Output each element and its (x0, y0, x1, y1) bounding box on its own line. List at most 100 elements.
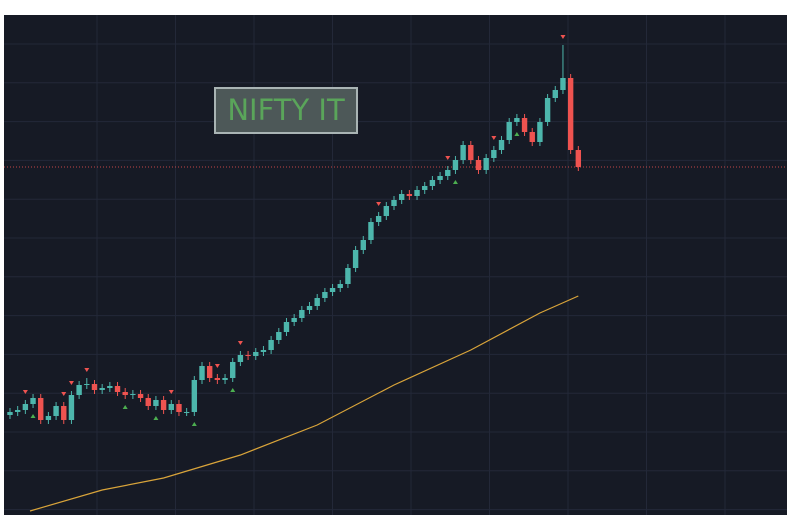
buy-signal (514, 132, 520, 136)
candle-body (414, 190, 420, 196)
candle-body (183, 412, 190, 413)
candle-body (61, 406, 67, 420)
sell-signal (84, 368, 90, 372)
candle-body (168, 404, 174, 410)
sell-signal (491, 136, 497, 140)
candle-body (84, 384, 90, 385)
title-box (214, 87, 358, 134)
candle-body (68, 395, 75, 420)
candle-body (30, 398, 36, 404)
chart-background (4, 15, 787, 515)
candle-body (137, 394, 144, 398)
candle-body (222, 378, 228, 380)
candle-body (468, 145, 474, 160)
candle-body (253, 352, 259, 356)
candle-body (429, 180, 436, 186)
buy-signal (452, 180, 458, 184)
candle-body (237, 355, 244, 362)
candle-body (22, 404, 29, 410)
candle-body (199, 366, 205, 380)
grid (4, 15, 787, 515)
chart-title: NIFTY IT (227, 93, 345, 127)
candle-body (45, 416, 52, 420)
buy-signal (30, 414, 36, 418)
buy-signal (230, 388, 236, 392)
moving-average-line (29, 295, 579, 512)
candle-body (368, 222, 374, 240)
candle-body (406, 194, 413, 196)
candle-body (322, 292, 328, 298)
candle-body (560, 78, 566, 90)
buy-signal (122, 405, 128, 409)
sell-signal (61, 392, 67, 396)
candle-body (345, 268, 351, 284)
candle-body (491, 150, 497, 158)
candle-body (544, 98, 551, 122)
candle-body (14, 410, 21, 412)
candle-body (329, 288, 336, 292)
sell-signal (376, 202, 382, 206)
candle-body (99, 388, 105, 390)
candle-body (153, 400, 159, 406)
candle-body (537, 122, 543, 142)
candle-body (53, 406, 59, 416)
candle-body (452, 160, 459, 170)
candle-body (391, 200, 397, 206)
candle-body (521, 118, 528, 132)
sell-signal (445, 156, 451, 160)
candle-body (375, 216, 382, 222)
candle-body (130, 394, 136, 395)
candle-body (575, 150, 582, 167)
candle-body (514, 118, 520, 122)
candle-body (268, 340, 274, 350)
candle-body (122, 392, 128, 395)
candle-body (260, 350, 267, 352)
candle-body (383, 206, 390, 216)
candle-body (483, 158, 489, 170)
sell-signal (237, 341, 243, 345)
candle-body (114, 386, 121, 392)
candle-body (176, 404, 182, 412)
chart: NIFTY IT (4, 15, 787, 515)
candle-body (498, 140, 505, 150)
candle-body (160, 400, 167, 410)
plot-area (4, 35, 787, 512)
candle-body (445, 170, 451, 176)
sell-signal (560, 35, 566, 39)
candle-body (191, 380, 198, 412)
sell-signal (214, 364, 220, 368)
buy-signal (153, 416, 159, 420)
candle-body (337, 284, 343, 288)
candle-body (7, 412, 13, 415)
candle-body (360, 240, 366, 250)
candle-body (475, 160, 482, 170)
candle-body (437, 176, 443, 180)
candle-body (398, 194, 405, 200)
candle-body (299, 310, 305, 318)
candle-body (529, 132, 535, 142)
candle-body (245, 355, 251, 356)
sell-signal (168, 390, 174, 394)
candle-body (276, 332, 282, 340)
sell-signal (68, 381, 74, 385)
candle-body (460, 145, 466, 160)
candle-body (230, 362, 236, 378)
sell-signal (22, 390, 28, 394)
candle-body (283, 322, 290, 332)
candle-body (567, 78, 574, 150)
candle-body (422, 186, 428, 190)
candle-body (91, 384, 98, 390)
candle-body (352, 250, 359, 268)
candle-body (38, 398, 44, 420)
candle-body (214, 378, 221, 380)
candle-body (145, 398, 151, 406)
candle-body (206, 366, 213, 378)
candle-body (306, 306, 313, 310)
candle-body (506, 122, 512, 140)
candle-body (291, 318, 297, 322)
candle-body (107, 386, 113, 388)
candle-body (76, 385, 82, 395)
candle-body (552, 90, 558, 98)
buy-signal (191, 422, 197, 426)
